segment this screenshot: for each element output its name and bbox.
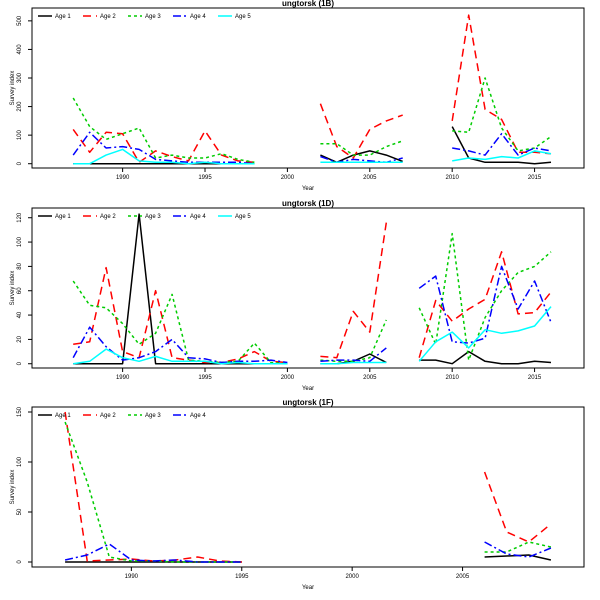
legend-label: Age 3 [145,413,161,419]
x-axis-label: Year [302,386,314,392]
legend-label: Age 1 [55,413,71,419]
series-line-age-4 [484,541,552,558]
y-tick-label: 0 [17,361,23,365]
chart-title: ungtorsk (1B) [282,0,334,8]
panel-0: ungtorsk (1B) 1990 1995 2000 2005 2010 2015 0 10… [10,0,585,192]
plot-frame [31,207,585,369]
x-tick-label: 2000 [345,574,359,580]
y-tick-label: 300 [17,72,23,83]
legend-label: Age 3 [145,14,161,20]
x-tick-label: 2005 [363,175,377,181]
series-line-age-4 [72,131,255,165]
series-line-age-2 [319,103,403,159]
x-axis-label: Year [302,585,314,591]
series-line-age-2 [73,266,288,364]
series-line-age-4 [64,543,242,563]
y-tick-label: 100 [17,129,23,140]
plot-frame [31,7,585,169]
x-tick-label: 1995 [198,175,212,181]
series-line-age-5 [73,348,288,365]
legend-label: Age 4 [190,413,206,419]
y-tick-label: 100 [17,236,23,247]
legend-label: Age 5 [235,214,251,220]
y-tick-label: 400 [17,44,23,55]
legend-label: Age 1 [55,214,71,220]
plot-frame [31,406,585,568]
x-tick-label: 1995 [235,574,249,580]
x-tick-label: 1990 [116,375,130,381]
legend-label: Age 2 [100,214,116,220]
legend-label: Age 4 [190,214,206,220]
x-axis-label: Year [302,186,314,192]
y-tick-label: 500 [17,15,23,26]
x-tick-label: 1990 [116,175,130,181]
y-tick-label: 200 [17,101,23,112]
series-line-age-4 [72,326,288,364]
series-line-age-4 [320,347,387,363]
y-axis-label: Survey index [10,271,16,306]
chart-title: ungtorsk (1F) [282,398,333,407]
series-line-age-3 [418,232,552,361]
panel-2: ungtorsk (1F) 1990 1995 2000 2005 0 50 100 150 Ye… [10,398,585,591]
legend-label: Age 1 [55,14,71,20]
series-line-age-5 [452,150,552,162]
y-tick-label: 100 [17,456,23,467]
y-tick-label: 40 [17,311,23,318]
x-tick-label: 2005 [363,375,377,381]
y-axis-label: Survey index [10,470,16,505]
y-tick-label: 50 [17,508,23,515]
y-tick-label: 80 [17,262,23,269]
series-line-age-3 [452,77,552,152]
x-tick-label: 2010 [445,375,459,381]
series-line-age-5 [418,306,552,362]
x-tick-label: 2000 [281,375,295,381]
series-line-age-2 [72,128,255,164]
x-tick-label: 2005 [456,574,470,580]
series-line-age-2 [418,251,552,358]
series-line-age-3 [72,97,255,164]
y-tick-label: 150 [17,406,23,417]
y-axis-label: Survey index [10,71,16,106]
y-tick-label: 60 [17,287,23,294]
legend-label: Age 2 [100,14,116,20]
x-tick-label: 2015 [528,375,542,381]
legend-label: Age 5 [235,14,251,20]
legend-label: Age 2 [100,413,116,419]
series-line-age-1 [73,213,288,365]
y-tick-label: 120 [17,212,23,223]
series-line-age-4 [418,265,552,344]
series-line-age-3 [320,140,403,156]
series-line-age-1 [419,350,552,365]
y-tick-label: 0 [17,560,23,564]
series-line-age-2 [320,222,388,359]
series-line-age-5 [320,361,387,365]
x-tick-label: 1995 [198,375,212,381]
series-line-age-2 [451,14,552,155]
series-line-age-2 [483,471,552,543]
x-tick-label: 2015 [528,175,542,181]
series-line-age-2 [64,411,242,563]
y-tick-label: 20 [17,335,23,342]
x-tick-label: 2010 [445,175,459,181]
legend-label: Age 4 [190,14,206,20]
y-tick-label: 0 [17,161,23,165]
panel-1: ungtorsk (1D) 1990 1995 2000 2005 2010 2015 0 20… [10,199,585,392]
series-line-age-5 [73,148,255,165]
series-line-age-4 [452,132,552,156]
x-tick-label: 2000 [281,175,295,181]
series-line-age-3 [64,421,242,563]
series-line-age-3 [72,280,288,365]
legend-label: Age 3 [145,214,161,220]
series-line-age-1 [320,150,403,164]
chart-title: ungtorsk (1D) [282,199,334,208]
series-line-age-3 [320,319,387,363]
x-tick-label: 1990 [125,574,139,580]
